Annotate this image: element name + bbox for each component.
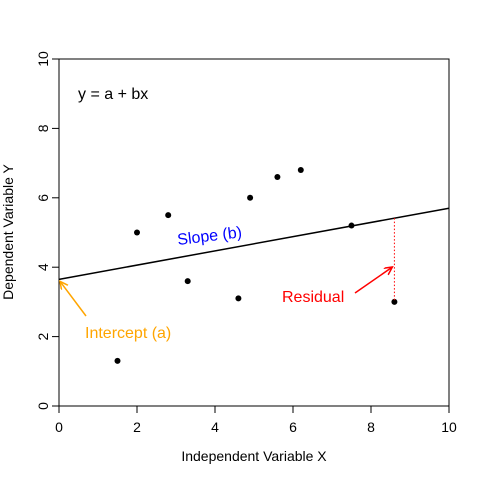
y-tick-label: 8 — [35, 124, 51, 132]
annotations: Slope (b) Residual Intercept (a) — [60, 218, 395, 342]
x-axis-ticks: 0 2 4 6 8 10 — [55, 406, 457, 435]
residual-label: Residual — [282, 289, 344, 306]
y-tick-label: 4 — [35, 263, 51, 271]
x-tick-label: 8 — [367, 419, 375, 435]
data-point — [348, 222, 355, 229]
y-tick-label: 10 — [35, 51, 51, 67]
x-tick-label: 0 — [55, 419, 63, 435]
data-point — [184, 278, 191, 285]
y-tick-label: 0 — [35, 402, 51, 410]
data-point — [297, 167, 304, 174]
x-tick-label: 4 — [211, 419, 219, 435]
y-axis-title: Dependent Variable Y — [0, 163, 16, 299]
equation-label: y = a + bx — [78, 86, 148, 103]
data-point — [114, 357, 121, 364]
x-tick-label: 6 — [289, 419, 297, 435]
regression-line-layer — [58, 207, 450, 281]
data-point — [274, 173, 281, 180]
intercept-arrow — [60, 281, 87, 317]
data-point — [247, 194, 254, 201]
slope-label: Slope (b) — [176, 224, 243, 249]
y-axis-ticks: 0 2 4 6 8 10 — [35, 51, 59, 410]
regression-line — [58, 207, 450, 281]
data-point — [391, 298, 398, 305]
x-tick-label: 10 — [441, 419, 457, 435]
data-point — [165, 212, 172, 219]
x-tick-label: 2 — [133, 419, 141, 435]
x-axis-title: Independent Variable X — [181, 448, 327, 464]
plot-frame — [58, 58, 450, 407]
y-tick-label: 2 — [35, 332, 51, 340]
intercept-label: Intercept (a) — [85, 325, 171, 342]
data-point — [235, 295, 242, 302]
y-tick-label: 6 — [35, 194, 51, 202]
data-point — [134, 229, 140, 236]
residual-arrow — [354, 267, 392, 294]
data-points — [114, 167, 398, 364]
